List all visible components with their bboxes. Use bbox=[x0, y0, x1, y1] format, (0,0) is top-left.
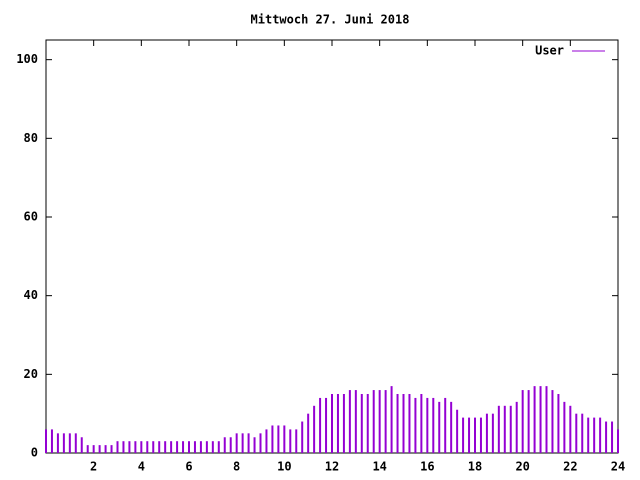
x-tick-label: 8 bbox=[233, 460, 240, 474]
x-tick-label: 12 bbox=[325, 460, 339, 474]
x-tick-label: 18 bbox=[468, 460, 482, 474]
chart-title: Mittwoch 27. Juni 2018 bbox=[251, 13, 410, 27]
x-tick-label: 16 bbox=[420, 460, 434, 474]
x-tick-label: 20 bbox=[515, 460, 529, 474]
x-tick-label: 22 bbox=[563, 460, 577, 474]
y-tick-label: 80 bbox=[24, 131, 38, 145]
y-tick-label: 0 bbox=[31, 446, 38, 460]
y-tick-label: 20 bbox=[24, 367, 38, 381]
y-tick-label: 60 bbox=[24, 210, 38, 224]
y-tick-label: 100 bbox=[16, 52, 38, 66]
x-tick-label: 2 bbox=[90, 460, 97, 474]
x-tick-label: 24 bbox=[611, 460, 625, 474]
y-tick-label: 40 bbox=[24, 288, 38, 302]
x-tick-label: 14 bbox=[372, 460, 386, 474]
x-tick-label: 10 bbox=[277, 460, 291, 474]
legend-label: User bbox=[535, 44, 564, 58]
x-tick-label: 4 bbox=[138, 460, 145, 474]
x-tick-label: 6 bbox=[185, 460, 192, 474]
